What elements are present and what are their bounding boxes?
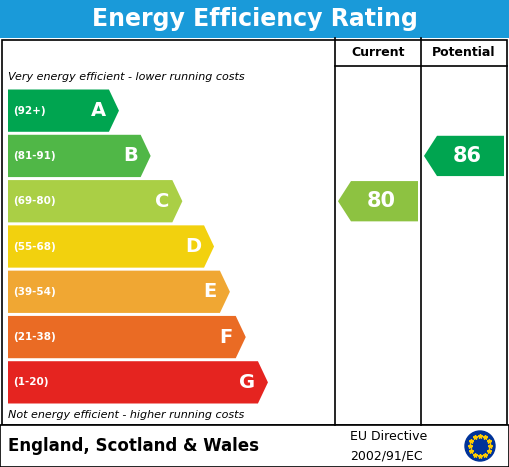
Text: Current: Current [351,45,405,58]
Text: (21-38): (21-38) [13,332,56,342]
Text: EU Directive: EU Directive [350,430,427,443]
Text: 86: 86 [453,146,482,166]
Text: 80: 80 [367,191,396,211]
Polygon shape [8,135,151,177]
Text: G: G [239,373,255,392]
Polygon shape [8,316,246,358]
Polygon shape [8,90,119,132]
Bar [0,0,509,38]
Text: Energy Efficiency Rating: Energy Efficiency Rating [92,7,417,31]
Polygon shape [8,271,230,313]
Text: 2002/91/EC: 2002/91/EC [350,450,422,462]
Polygon shape [424,136,504,176]
Bar [2,40,507,425]
Text: Very energy efficient - lower running costs: Very energy efficient - lower running co… [8,72,245,82]
Text: B: B [123,147,137,165]
Text: A: A [91,101,106,120]
Text: D: D [185,237,201,256]
Polygon shape [8,361,268,403]
Text: C: C [155,192,169,211]
Text: (92+): (92+) [13,106,46,116]
Text: F: F [219,327,233,347]
Text: E: E [204,282,217,301]
Text: Potential: Potential [432,45,496,58]
Polygon shape [8,180,182,222]
Circle shape [465,431,495,461]
Text: (81-91): (81-91) [13,151,55,161]
Text: England, Scotland & Wales: England, Scotland & Wales [8,437,259,455]
Polygon shape [338,181,418,221]
Text: Not energy efficient - higher running costs: Not energy efficient - higher running co… [8,410,244,420]
Text: (39-54): (39-54) [13,287,56,297]
Text: (69-80): (69-80) [13,196,55,206]
Text: (55-68): (55-68) [13,241,56,252]
Bar [0,425,509,467]
Polygon shape [8,226,214,268]
Text: (1-20): (1-20) [13,377,48,387]
